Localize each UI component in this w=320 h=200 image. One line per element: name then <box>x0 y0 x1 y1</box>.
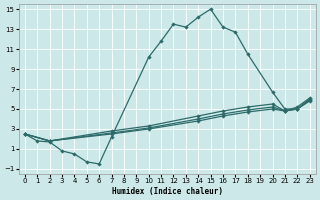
X-axis label: Humidex (Indice chaleur): Humidex (Indice chaleur) <box>112 187 223 196</box>
